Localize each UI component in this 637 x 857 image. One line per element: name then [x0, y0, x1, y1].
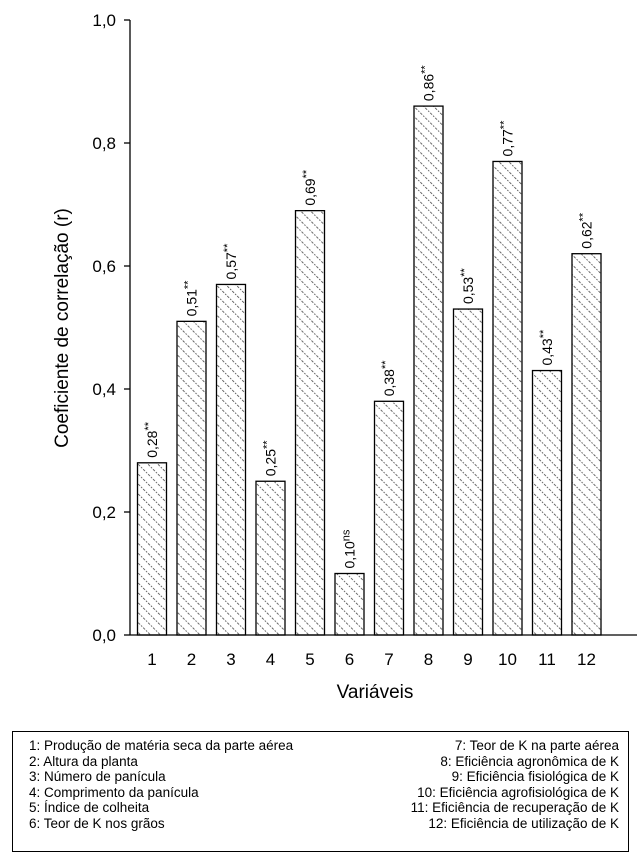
x-tick-label: 1: [147, 650, 156, 669]
legend-item: 3: Número de panícula: [29, 769, 166, 784]
data-label: 0,69**: [301, 169, 318, 206]
legend-item: 10: Eficiência agrofisiológica de K: [417, 784, 619, 800]
bar: [176, 320, 207, 636]
bar: [373, 400, 405, 636]
y-tick-label: 0,6: [92, 257, 116, 276]
y-tick-label: 0,0: [92, 626, 116, 645]
bar: [571, 253, 602, 636]
x-tick-label: 12: [577, 650, 596, 669]
data-label: 0,38**: [380, 360, 397, 397]
data-label-value: 0,69: [302, 178, 318, 205]
legend-right-column: 7: Teor de K na parte aérea 8: Eficiênci…: [369, 738, 619, 831]
bar-chart: 0,00,20,40,60,81,0 0,28**0,51**0,57**0,2…: [52, 11, 637, 703]
legend-item: 9: Eficiência fisiológica de K: [451, 769, 619, 784]
x-axis-label: Variáveis: [337, 682, 414, 703]
legend-box: 1: Produção de matéria seca da parte aér…: [12, 731, 629, 852]
data-label-significance: **: [420, 65, 432, 74]
data-label: 0,51**: [183, 280, 200, 317]
y-tick-label: 1,0: [92, 11, 116, 30]
legend-item: 8: Eficiência agronômica de K: [440, 753, 619, 769]
data-label-value: 0,51: [184, 289, 200, 316]
y-axis-label: Coeficiente de correlação (r): [52, 208, 73, 448]
bar: [531, 369, 563, 636]
data-label-significance: **: [301, 169, 313, 178]
data-label-value: 0,43: [539, 338, 555, 365]
bar: [136, 462, 168, 636]
data-label-value: 0,10: [342, 541, 358, 568]
bar: [492, 160, 523, 636]
data-label-value: 0,53: [460, 277, 476, 304]
data-label-value: 0,28: [144, 430, 160, 457]
bar: [452, 308, 484, 636]
data-label-significance: **: [459, 268, 471, 277]
x-tick-label: 5: [305, 650, 314, 669]
x-tick-label: 9: [463, 650, 472, 669]
data-label-significance: **: [499, 120, 511, 129]
data-label: 0,10ns: [341, 529, 358, 568]
x-tick-label: 10: [498, 650, 517, 669]
legend-item: 6: Teor de K nos grãos: [29, 815, 165, 831]
bar: [215, 283, 247, 636]
bars: 0,28**0,51**0,57**0,25**0,69**0,10ns0,38…: [136, 65, 602, 636]
data-label-significance: **: [262, 440, 274, 449]
x-tick-label: 8: [424, 650, 433, 669]
x-axis: 1 2 3 4 5 6 7 8 9 10 11 12: [130, 634, 637, 669]
y-tick-label: 0,4: [92, 380, 116, 399]
legend-item: 2: Altura da planta: [29, 753, 138, 769]
legend-left-column: 1: Produção de matéria seca da parte aér…: [29, 738, 293, 831]
data-label: 0,43**: [538, 329, 555, 366]
data-label: 0,86**: [420, 65, 437, 102]
data-label-significance: **: [578, 212, 590, 221]
data-label-significance: **: [380, 360, 392, 369]
x-tick-label: 3: [226, 650, 235, 669]
data-label-value: 0,77: [500, 129, 516, 156]
legend-item: 11: Eficiência de recuperação de K: [410, 800, 619, 815]
legend-item: 5: Índice de colheita: [29, 800, 150, 815]
y-tick-label: 0,2: [92, 503, 116, 522]
x-tick-label: 11: [538, 650, 556, 669]
data-label: 0,77**: [499, 120, 516, 157]
x-tick-label: 2: [187, 650, 196, 669]
x-tick-label: 6: [345, 650, 354, 669]
data-label-significance: **: [222, 243, 234, 252]
bar: [334, 572, 365, 636]
y-tick-label: 0,8: [92, 134, 116, 153]
data-label-value: 0,86: [421, 74, 437, 101]
bar: [413, 105, 444, 636]
data-label-value: 0,25: [263, 449, 279, 476]
data-label: 0,28**: [143, 421, 160, 458]
legend-item: 12: Eficiência de utilização de K: [428, 815, 619, 831]
data-label: 0,62**: [578, 212, 595, 249]
data-label-significance: **: [538, 329, 550, 338]
x-tick-label: 7: [384, 650, 393, 669]
x-tick-label: 4: [266, 650, 275, 669]
legend-item: 4: Comprimento da panícula: [29, 784, 199, 800]
data-label-value: 0,38: [381, 369, 397, 396]
data-label: 0,53**: [459, 268, 476, 305]
data-label-significance: ns: [341, 529, 353, 541]
legend-item: 7: Teor de K na parte aérea: [454, 738, 619, 753]
data-label: 0,57**: [222, 243, 239, 280]
bar: [294, 209, 326, 636]
y-axis: 0,0 0,2 0,4 0,6 0,8 1,0: [92, 11, 131, 645]
data-label: 0,25**: [262, 440, 279, 477]
data-label-value: 0,57: [223, 252, 239, 279]
data-label-significance: **: [143, 421, 155, 430]
legend-item: 1: Produção de matéria seca da parte aér…: [29, 738, 294, 753]
data-label-value: 0,62: [579, 221, 595, 248]
data-label-significance: **: [183, 280, 195, 289]
bar: [255, 480, 286, 636]
